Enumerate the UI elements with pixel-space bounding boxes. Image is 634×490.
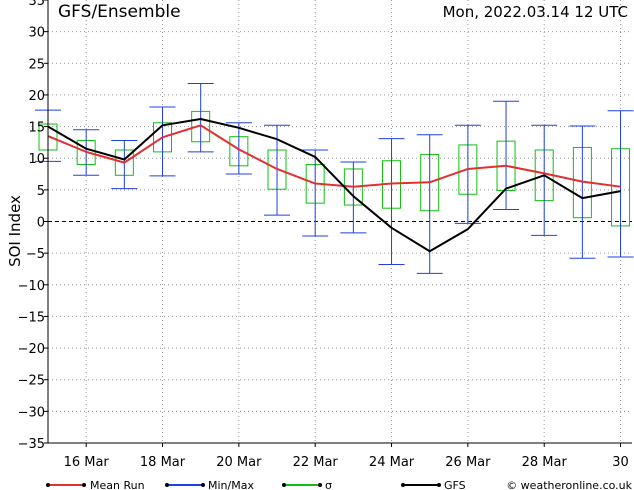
- legend-swatch-dot: [165, 483, 169, 487]
- y-tick-label: −35: [18, 437, 45, 452]
- y-tick-label: 15: [28, 121, 45, 136]
- y-axis-label: SOI Index: [6, 195, 24, 267]
- y-tick-label: 30: [28, 26, 45, 41]
- legend-swatch-dot: [282, 483, 286, 487]
- legend-swatch-dot: [437, 483, 441, 487]
- y-tick-label: −20: [18, 342, 45, 357]
- x-tick-label: 20 Mar: [216, 455, 262, 470]
- y-tick-label: 10: [28, 152, 45, 167]
- legend-swatch-dot: [201, 483, 205, 487]
- y-tick-label: 25: [28, 57, 45, 72]
- y-tick-label: −5: [26, 247, 45, 262]
- legend-label-gfs: GFS: [444, 479, 466, 490]
- x-tick-label: 28 Mar: [522, 455, 568, 470]
- x-tick-label: 26 Mar: [445, 455, 491, 470]
- legend: Mean Run Min/Max σ GFS © weatheronline.c…: [46, 479, 633, 490]
- legend-swatch-dot: [318, 483, 322, 487]
- y-tick-label: 35: [28, 0, 45, 9]
- y-tick-label: 5: [37, 184, 45, 199]
- x-tick-label: 22 Mar: [293, 455, 339, 470]
- y-tick-label: −10: [18, 279, 45, 294]
- x-tick-label: 30: [612, 455, 629, 470]
- mean-run-line: [47, 124, 621, 188]
- credit-text: © weatheronline.co.uk: [506, 479, 632, 490]
- legend-swatch-dot: [82, 483, 86, 487]
- legend-label-sigma: σ: [325, 479, 332, 490]
- legend-label-mean-run: Mean Run: [90, 479, 145, 490]
- x-tick-label: 24 Mar: [369, 455, 415, 470]
- legend-swatch-dot: [46, 483, 50, 487]
- y-tick-label: 0: [37, 216, 45, 231]
- gfs-line: [47, 117, 621, 253]
- x-tick-label: 16 Mar: [64, 455, 110, 470]
- series-lines: [47, 117, 621, 253]
- chart-title: GFS/Ensemble: [58, 2, 181, 22]
- legend-swatch-dot: [401, 483, 405, 487]
- run-info: Mon, 2022.03.14 12 UTC: [443, 3, 628, 21]
- y-tick-label: −25: [18, 374, 45, 389]
- y-tick-label: 20: [28, 89, 45, 104]
- x-tick-label: 18 Mar: [140, 455, 186, 470]
- y-tick-label: −15: [18, 310, 45, 325]
- legend-label-min-max: Min/Max: [208, 479, 254, 490]
- minmax-whiskers: [35, 83, 634, 274]
- y-tick-label: −30: [18, 405, 45, 420]
- axes: 35 30 25 20 15 10 5 0 −5 −10 −15 −20 −25 −30 −35 16 Mar…: [18, 0, 632, 470]
- grid: [48, 0, 632, 443]
